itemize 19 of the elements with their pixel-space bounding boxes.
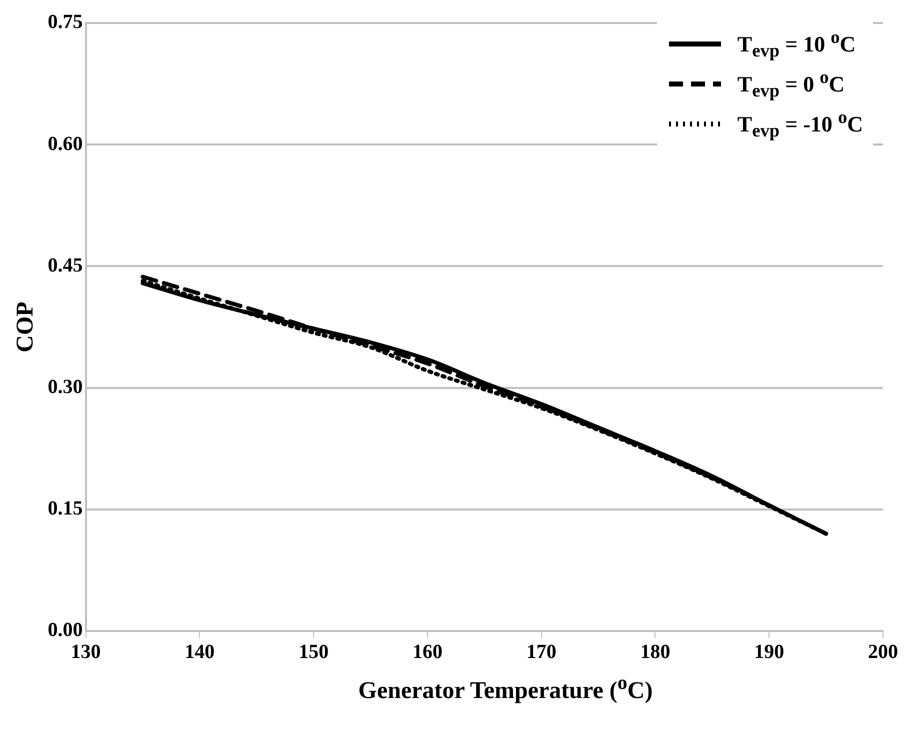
x-tick-label: 200: [868, 641, 898, 664]
x-tick-label: 180: [640, 641, 670, 664]
x-tick-label: 140: [184, 641, 215, 664]
legend-label: T$_{evp}$ = 0 $^{o}$C: [737, 66, 845, 102]
x-tick-label: 170: [526, 641, 556, 664]
legend-label: T$_{evp}$ = 10 $^{o}$C: [737, 26, 856, 62]
y-tick-label: 0.00: [48, 619, 83, 642]
y-tick-label: 0.75: [48, 11, 83, 34]
y-tick-label: 0.30: [48, 376, 83, 398]
x-axis-title: Generator Temperature ($^{o}$C): [357, 672, 654, 705]
x-tick-label: 130: [70, 641, 101, 664]
y-tick-label: 0.60: [48, 132, 83, 155]
x-tick-label: 190: [754, 641, 784, 664]
y-axis-title: COP: [12, 302, 39, 352]
x-tick-label: 150: [298, 641, 329, 664]
y-tick-label: 0.45: [48, 254, 83, 276]
legend-label: T$_{evp}$ = -10 $^{o}$C: [737, 106, 863, 142]
x-tick-label: 160: [412, 641, 442, 664]
y-tick-label: 0.15: [48, 498, 83, 520]
